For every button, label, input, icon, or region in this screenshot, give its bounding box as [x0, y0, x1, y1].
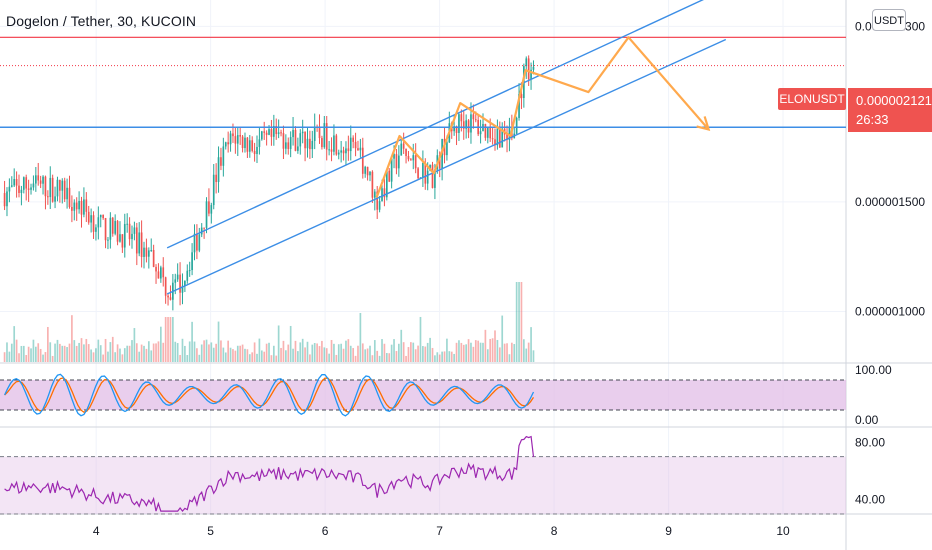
symbol-price-label: ELONUSDT — [778, 88, 846, 110]
stoch-tick-label: 100.00 — [855, 363, 892, 377]
stoch-tick-label: 0.00 — [855, 413, 879, 427]
x-tick-label: 7 — [436, 524, 443, 538]
price-lines — [0, 36, 846, 128]
chart-title: Dogelon / Tether, 30, KUCOIN — [6, 13, 197, 29]
channel-lines — [166, 0, 727, 295]
projection-path — [375, 36, 711, 198]
x-tick-label: 8 — [551, 524, 558, 538]
price-tag: 0.000002121 26:33 — [848, 88, 932, 132]
currency-button[interactable]: USDT — [872, 9, 906, 31]
last-price: 0.000002121 — [856, 93, 932, 108]
rsi-tick-label: 80.00 — [855, 435, 885, 449]
x-tick-label: 9 — [665, 524, 672, 538]
x-tick-label: 4 — [93, 524, 100, 538]
x-tick-label: 10 — [776, 524, 790, 538]
candles — [3, 55, 535, 311]
bar-countdown: 26:33 — [856, 112, 889, 127]
rsi-tick-label: 40.00 — [855, 493, 885, 507]
y-tick-label: 0.000001000 — [855, 305, 925, 319]
stoch-panel — [0, 373, 846, 417]
x-tick-label: 5 — [207, 524, 214, 538]
rsi-panel — [0, 435, 846, 515]
y-tick-label: 0.000001500 — [855, 195, 925, 209]
axes: 456789100.0000023000.0000015000.00000100… — [93, 19, 926, 538]
volume-bars — [3, 282, 535, 362]
x-tick-label: 6 — [322, 524, 329, 538]
